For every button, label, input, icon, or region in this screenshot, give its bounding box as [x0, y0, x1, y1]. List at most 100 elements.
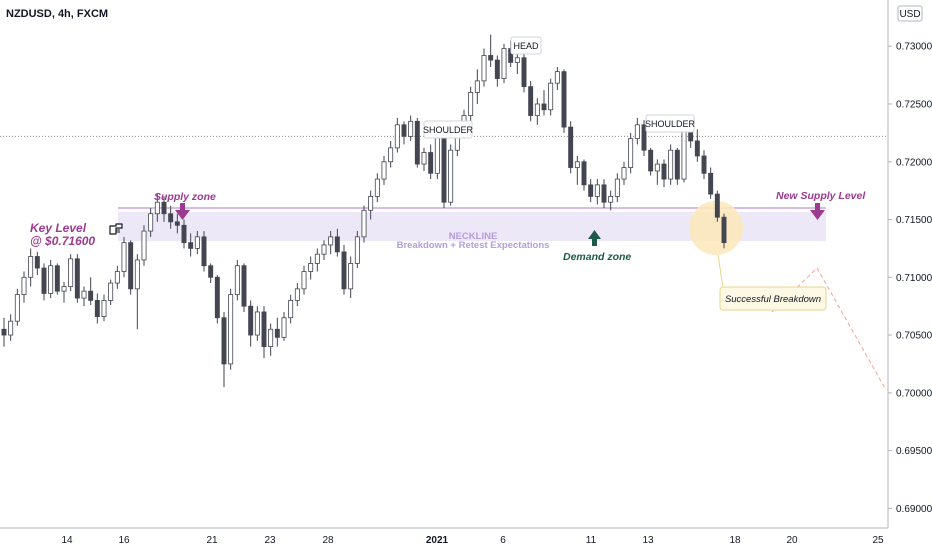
- candle-bullish: [294, 288, 300, 301]
- candle-bearish: [694, 140, 700, 157]
- candle-bullish: [621, 167, 627, 180]
- price-axis[interactable]: 0.73000 0.72500 0.72000 0.71500 0.71000 0.705…: [888, 42, 932, 515]
- candle-bearish: [188, 242, 194, 249]
- candle-bearish: [494, 59, 500, 79]
- neckline-label: NECKLINE: [449, 231, 498, 242]
- candle-bullish: [254, 311, 260, 336]
- candle-bullish: [474, 80, 480, 93]
- head-label: HEAD: [510, 36, 542, 55]
- neckline-sublabel: Breakdown + Retest Expectations: [397, 240, 550, 251]
- candle-bearish: [674, 149, 680, 180]
- candle-bearish: [661, 163, 667, 180]
- demand-zone-arrow-icon: [588, 230, 601, 246]
- x-tick-label: 20: [786, 535, 798, 546]
- svg-text:Successful Breakdown: Successful Breakdown: [725, 294, 821, 305]
- candle-bullish: [348, 263, 354, 290]
- candle-bearish: [714, 193, 720, 218]
- candle-bullish: [281, 317, 287, 338]
- candle-bullish: [228, 294, 234, 365]
- demand-zone-label: Demand zone: [563, 251, 631, 263]
- new-supply-arrow-icon: [810, 203, 825, 220]
- candle-bearish: [428, 152, 434, 174]
- candle-bullish: [81, 290, 87, 299]
- candle-bullish: [448, 149, 454, 203]
- candle-bullish: [628, 138, 634, 168]
- candle-bullish: [101, 299, 107, 317]
- candle-bullish: [421, 152, 427, 165]
- candle-bullish: [434, 132, 440, 174]
- candle-bearish: [588, 184, 594, 197]
- time-axis[interactable]: 14 16 21 23 28 2021 6 11 13 18 20 25: [61, 535, 884, 546]
- svg-text:HEAD: HEAD: [513, 41, 539, 51]
- x-tick-label: 21: [206, 535, 218, 546]
- candle-bearish: [201, 236, 207, 267]
- candle-bearish: [341, 251, 347, 290]
- candle-bearish: [128, 242, 134, 290]
- candle-bearish: [208, 265, 214, 278]
- candle-bullish: [608, 196, 614, 203]
- symbol-title: NZDUSD, 4h, FXCM: [6, 8, 108, 20]
- candle-bullish: [468, 92, 474, 116]
- candle-bullish: [501, 48, 507, 79]
- candles: [1, 34, 727, 388]
- currency-label: USD: [899, 9, 920, 20]
- candle-bullish: [234, 265, 240, 296]
- candle-bullish: [48, 265, 54, 294]
- candle-bearish: [648, 149, 654, 172]
- candle-bullish: [594, 184, 600, 197]
- note-connector: [717, 254, 724, 288]
- candle-bearish: [88, 290, 94, 301]
- candle-bullish: [108, 282, 114, 301]
- candle-bearish: [74, 258, 80, 299]
- y-tick-label: 0.70000: [896, 388, 932, 399]
- candle-bullish: [634, 124, 640, 140]
- candle-bearish: [441, 132, 447, 203]
- candle-bearish: [581, 161, 587, 186]
- candle-bearish: [414, 120, 420, 165]
- x-tick-label: 14: [61, 535, 73, 546]
- candle-bullish: [134, 259, 140, 290]
- candle-bullish: [288, 299, 294, 319]
- candle-bearish: [334, 236, 340, 253]
- svg-text:SHOULDER: SHOULDER: [423, 125, 474, 135]
- candle-bullish: [268, 328, 274, 348]
- candle-bullish: [408, 120, 414, 137]
- candle-bullish: [548, 82, 554, 111]
- candle-bearish: [221, 317, 227, 365]
- candle-bullish: [534, 103, 540, 116]
- candle-bearish: [261, 311, 267, 348]
- y-tick-label: 0.72000: [896, 157, 932, 168]
- candle-bullish: [394, 124, 400, 149]
- x-tick-label: 25: [872, 535, 884, 546]
- currency-badge[interactable]: USD: [897, 5, 923, 22]
- x-tick-label: 28: [322, 535, 334, 546]
- candle-bearish: [601, 184, 607, 203]
- candle-bearish: [41, 267, 47, 294]
- new-supply-level-label: New Supply Level: [776, 190, 866, 202]
- candle-bearish: [34, 256, 40, 269]
- candle-bearish: [521, 57, 527, 88]
- right-shoulder-label: SHOULDER: [645, 114, 696, 133]
- candle-bullish: [481, 55, 487, 82]
- candle-bullish: [114, 271, 120, 284]
- projection-path: [771, 267, 887, 391]
- candle-bullish: [141, 230, 147, 261]
- candle-bearish: [488, 55, 494, 61]
- x-tick-label: 16: [118, 535, 130, 546]
- candle-bullish: [28, 256, 34, 278]
- candle-bullish: [21, 276, 27, 296]
- y-tick-label: 0.71000: [896, 273, 932, 284]
- successful-breakdown-note: Successful Breakdown: [719, 286, 827, 311]
- x-tick-label: 6: [500, 535, 506, 546]
- candle-bullish: [614, 178, 620, 197]
- candle-bearish: [214, 276, 220, 319]
- x-tick-label: 18: [729, 535, 741, 546]
- candle-bullish: [368, 196, 374, 211]
- candle-bullish: [308, 263, 314, 272]
- x-tick-label: 23: [264, 535, 276, 546]
- x-tick-label: 2021: [426, 535, 449, 546]
- candle-bullish: [121, 242, 127, 272]
- candle-bullish: [681, 124, 687, 180]
- candle-bullish: [374, 178, 380, 197]
